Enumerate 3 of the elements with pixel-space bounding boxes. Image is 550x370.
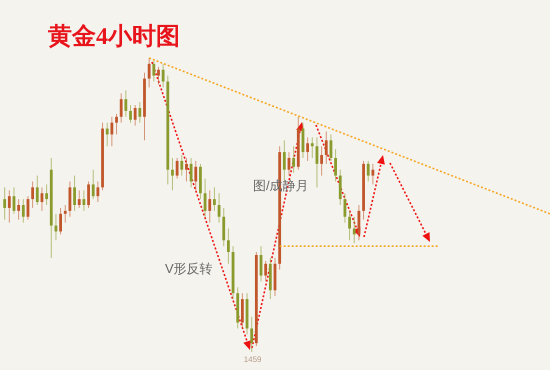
title: 黄金4小时图 <box>48 24 180 50</box>
annotation: V形反转 <box>165 261 213 276</box>
annotation: 1459 <box>244 355 262 364</box>
